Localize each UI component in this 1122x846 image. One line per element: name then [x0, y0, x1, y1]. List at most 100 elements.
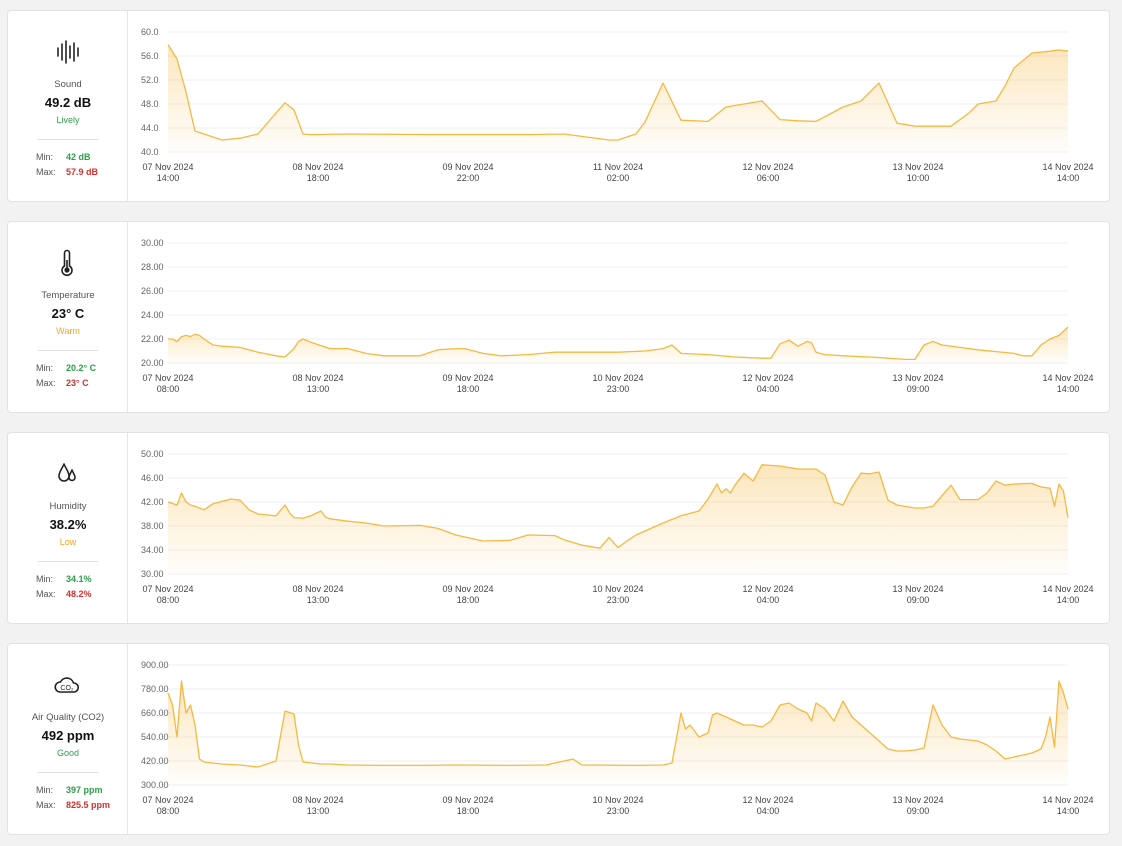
y-tick-label: 28.00: [141, 262, 164, 272]
x-tick-time: 06:00: [757, 173, 780, 183]
sound-wave-icon: [52, 37, 82, 67]
divider: [38, 350, 98, 351]
x-tick-date: 09 Nov 2024: [442, 373, 493, 383]
humidity-panel: Humidity 38.2% Low Min: 34.1% Max: 48.2% 5…: [7, 432, 1110, 624]
x-tick-time: 23:00: [607, 595, 630, 605]
metric-name: Humidity: [49, 501, 87, 512]
humidity-summary: Humidity 38.2% Low Min: 34.1% Max: 48.2%: [8, 433, 128, 623]
min-row: Min: 20.2° C: [36, 363, 96, 373]
series-area: [168, 327, 1068, 363]
x-tick-time: 14:00: [1057, 384, 1080, 394]
min-value: 42 dB: [66, 152, 91, 162]
x-tick-date: 12 Nov 2024: [742, 373, 793, 383]
x-tick-date: 07 Nov 2024: [142, 373, 193, 383]
metric-value: 38.2%: [49, 517, 87, 532]
min-row: Min: 42 dB: [36, 152, 91, 162]
series-area: [168, 681, 1068, 785]
x-tick-date: 13 Nov 2024: [892, 584, 943, 594]
sound-summary: Sound 49.2 dB Lively Min: 42 dB Max: 57.9 …: [8, 11, 128, 201]
x-tick-time: 09:00: [907, 384, 930, 394]
y-tick-label: 46.00: [141, 473, 164, 483]
x-tick-date: 10 Nov 2024: [592, 373, 643, 383]
air-quality-chart: 900.00 780.00 660.00 540.00 420.00 300.00 07 N…: [141, 660, 1094, 816]
y-tick-label: 900.00: [141, 660, 169, 670]
x-tick-time: 04:00: [757, 595, 780, 605]
y-tick-label: 540.00: [141, 732, 169, 742]
max-value: 23° C: [66, 378, 89, 388]
x-tick-date: 13 Nov 2024: [892, 795, 943, 805]
status-label: Low: [59, 537, 77, 547]
x-tick-date: 10 Nov 2024: [592, 584, 643, 594]
min-value: 34.1%: [66, 574, 92, 584]
temperature-chart: 30.00 28.00 26.00 24.00 22.00 20.00 07 Nov 202…: [141, 238, 1094, 394]
series-area: [168, 44, 1068, 152]
svg-text:CO₂: CO₂: [60, 685, 74, 692]
min-row: Min: 397 ppm: [36, 785, 103, 795]
y-tick-label: 38.00: [141, 521, 164, 531]
x-tick-time: 18:00: [307, 173, 330, 183]
y-tick-label: 52.0: [141, 75, 159, 85]
x-tick-date: 13 Nov 2024: [892, 162, 943, 172]
y-tick-label: 300.00: [141, 780, 169, 790]
thermometer-icon: [52, 248, 82, 278]
x-tick-time: 13:00: [307, 595, 330, 605]
y-tick-label: 56.0: [141, 51, 159, 61]
water-drops-icon: [52, 459, 82, 489]
y-tick-label: 660.00: [141, 708, 169, 718]
x-tick-date: 14 Nov 2024: [1042, 584, 1093, 594]
x-tick-time: 22:00: [457, 173, 480, 183]
x-tick-date: 07 Nov 2024: [142, 795, 193, 805]
x-tick-time: 23:00: [607, 806, 630, 816]
divider: [38, 772, 98, 773]
air-quality-panel: CO₂ Air Quality (CO2) 492 ppm Good Min: 3…: [7, 643, 1110, 835]
x-tick-date: 12 Nov 2024: [742, 162, 793, 172]
metric-name: Air Quality (CO2): [31, 712, 105, 723]
y-tick-label: 780.00: [141, 684, 169, 694]
x-tick-date: 08 Nov 2024: [292, 162, 343, 172]
max-label: Max:: [36, 167, 56, 177]
series-line: [167, 680, 1069, 768]
x-tick-time: 10:00: [907, 173, 930, 183]
x-tick-date: 12 Nov 2024: [742, 795, 793, 805]
y-tick-label: 40.0: [141, 147, 159, 157]
x-tick-time: 08:00: [157, 595, 180, 605]
y-tick-label: 44.0: [141, 123, 159, 133]
y-tick-label: 50.00: [141, 449, 164, 459]
x-tick-time: 14:00: [1057, 595, 1080, 605]
x-tick-date: 14 Nov 2024: [1042, 795, 1093, 805]
min-label: Min:: [36, 785, 54, 795]
x-tick-date: 10 Nov 2024: [592, 795, 643, 805]
x-tick-date: 14 Nov 2024: [1042, 162, 1093, 172]
metric-value: 23° C: [51, 306, 85, 321]
status-label: Good: [56, 748, 80, 758]
y-tick-label: 24.00: [141, 310, 164, 320]
max-value: 57.9 dB: [66, 167, 99, 177]
x-tick-time: 18:00: [457, 806, 480, 816]
y-tick-label: 22.00: [141, 334, 164, 344]
min-value: 20.2° C: [66, 363, 97, 373]
min-label: Min:: [36, 574, 54, 584]
x-tick-time: 18:00: [457, 595, 480, 605]
x-tick-date: 09 Nov 2024: [442, 795, 493, 805]
x-tick-date: 09 Nov 2024: [442, 162, 493, 172]
status-label: Warm: [56, 326, 80, 336]
x-tick-date: 08 Nov 2024: [292, 795, 343, 805]
x-tick-time: 18:00: [457, 384, 480, 394]
y-tick-label: 34.00: [141, 545, 164, 555]
divider: [38, 139, 98, 140]
metric-value: 49.2 dB: [44, 95, 92, 110]
y-tick-label: 20.00: [141, 358, 164, 368]
max-row: Max: 48.2%: [36, 589, 92, 599]
temperature-panel: Temperature 23° C Warm Min: 20.2° C Max: 2…: [7, 221, 1110, 413]
x-tick-time: 14:00: [1057, 173, 1080, 183]
min-label: Min:: [36, 363, 54, 373]
air-quality-summary: CO₂ Air Quality (CO2) 492 ppm Good Min: 3…: [8, 644, 128, 834]
max-label: Max:: [36, 589, 56, 599]
x-tick-time: 09:00: [907, 595, 930, 605]
x-tick-date: 11 Nov 2024: [593, 162, 643, 172]
metric-name: Temperature: [41, 290, 95, 301]
y-tick-label: 420.00: [141, 756, 169, 766]
x-tick-time: 04:00: [757, 384, 780, 394]
sound-panel: Sound 49.2 dB Lively Min: 42 dB Max: 57.9 …: [7, 10, 1110, 202]
x-tick-time: 08:00: [157, 806, 180, 816]
